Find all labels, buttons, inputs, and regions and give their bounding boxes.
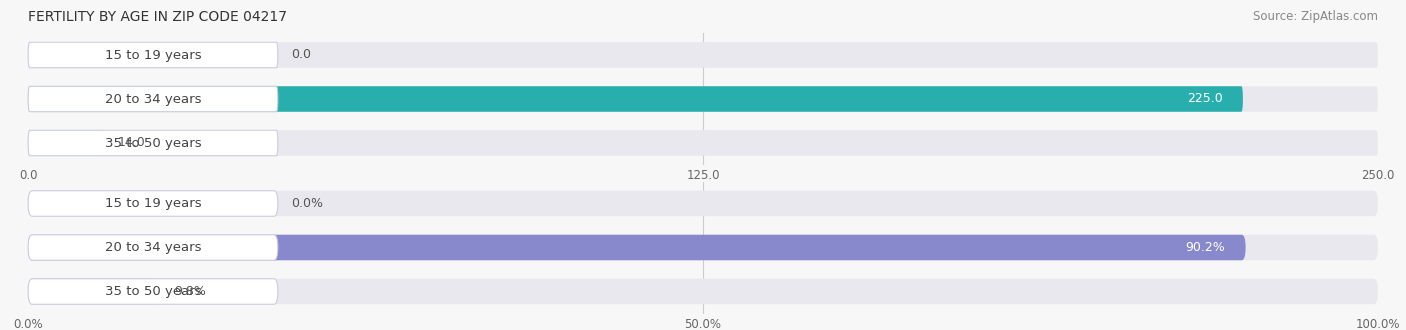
Text: 35 to 50 years: 35 to 50 years — [104, 285, 201, 298]
Text: 9.8%: 9.8% — [174, 285, 205, 298]
FancyBboxPatch shape — [28, 279, 1378, 304]
FancyBboxPatch shape — [28, 191, 1378, 216]
FancyBboxPatch shape — [28, 235, 278, 260]
Text: 15 to 19 years: 15 to 19 years — [104, 49, 201, 61]
FancyBboxPatch shape — [28, 86, 1378, 112]
FancyBboxPatch shape — [28, 86, 1243, 112]
Text: FERTILITY BY AGE IN ZIP CODE 04217: FERTILITY BY AGE IN ZIP CODE 04217 — [28, 10, 287, 24]
Text: 35 to 50 years: 35 to 50 years — [104, 137, 201, 149]
Text: 15 to 19 years: 15 to 19 years — [104, 197, 201, 210]
FancyBboxPatch shape — [28, 191, 278, 216]
Text: Source: ZipAtlas.com: Source: ZipAtlas.com — [1253, 10, 1378, 23]
FancyBboxPatch shape — [28, 130, 278, 156]
FancyBboxPatch shape — [28, 86, 278, 112]
FancyBboxPatch shape — [28, 42, 1378, 68]
FancyBboxPatch shape — [28, 130, 104, 156]
FancyBboxPatch shape — [28, 235, 1246, 260]
Text: 20 to 34 years: 20 to 34 years — [104, 241, 201, 254]
FancyBboxPatch shape — [28, 279, 278, 304]
FancyBboxPatch shape — [28, 42, 278, 68]
FancyBboxPatch shape — [28, 130, 1378, 156]
Text: 14.0: 14.0 — [117, 137, 145, 149]
Text: 20 to 34 years: 20 to 34 years — [104, 92, 201, 106]
Text: 225.0: 225.0 — [1187, 92, 1223, 106]
FancyBboxPatch shape — [28, 279, 160, 304]
FancyBboxPatch shape — [28, 235, 1378, 260]
Text: 90.2%: 90.2% — [1185, 241, 1226, 254]
Text: 0.0%: 0.0% — [291, 197, 323, 210]
Text: 0.0: 0.0 — [291, 49, 311, 61]
